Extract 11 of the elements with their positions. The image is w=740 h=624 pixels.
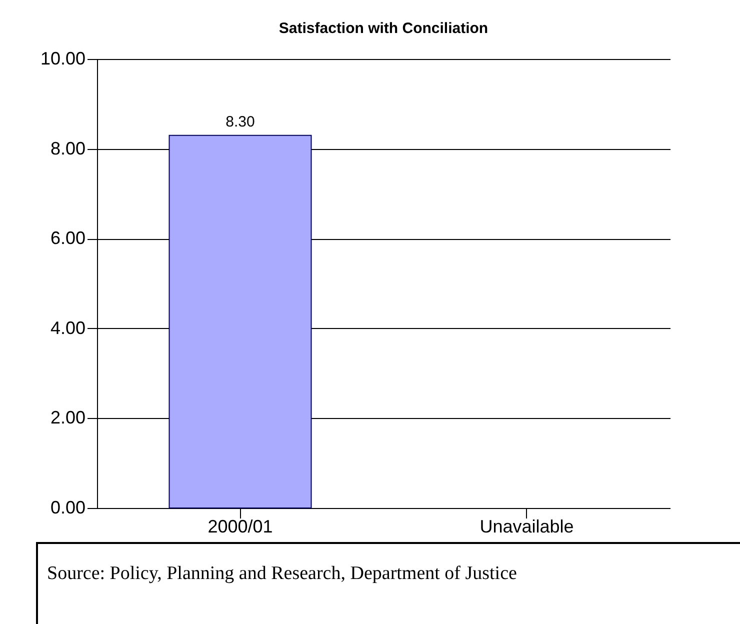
y-tick-label: 10.00 bbox=[40, 48, 86, 68]
data-label: 8.30 bbox=[226, 113, 255, 130]
y-tick-label: 0.00 bbox=[50, 498, 86, 518]
y-tick-label: 8.00 bbox=[50, 138, 86, 158]
y-tick-label: 6.00 bbox=[50, 228, 86, 248]
chart-title: Satisfaction with Conciliation bbox=[278, 20, 488, 37]
y-tick-label: 4.00 bbox=[50, 318, 86, 338]
x-tick-label: Unavailable bbox=[480, 516, 574, 536]
y-tick-label: 2.00 bbox=[50, 408, 86, 428]
source-note: Source: Policy, Planning and Research, Department of Justice bbox=[47, 563, 517, 584]
x-tick-label: 2000/01 bbox=[208, 516, 273, 536]
